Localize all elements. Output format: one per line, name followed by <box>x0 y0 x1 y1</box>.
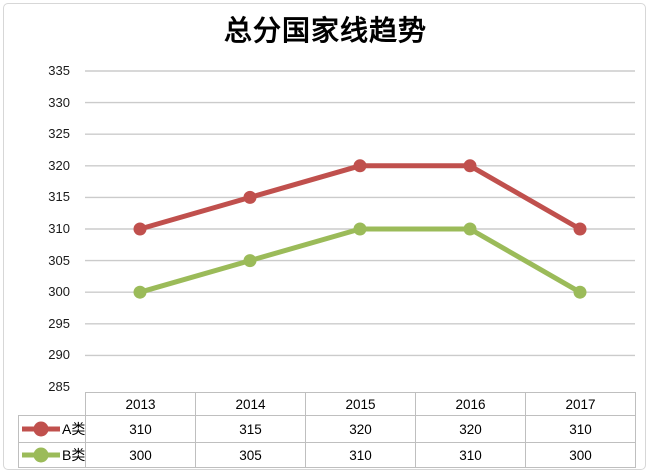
y-axis-label: 310 <box>48 221 70 236</box>
table-value-cell: 315 <box>195 415 306 443</box>
y-axis-label: 320 <box>48 157 70 173</box>
legend-label: B类 <box>62 447 86 463</box>
data-point-marker-B类 <box>573 285 587 299</box>
y-axis-label: 300 <box>48 284 70 300</box>
legend-label: A类 <box>62 421 86 437</box>
chart-title: 总分国家线趋势 <box>223 16 427 47</box>
y-axis-label: 335 <box>48 63 70 78</box>
table-value-cell: 310 <box>305 442 416 468</box>
table-value-cell: 320 <box>305 415 416 443</box>
data-point-marker-B类 <box>353 222 367 236</box>
y-axis-label: 325 <box>48 126 70 142</box>
table-header-cell: 2013 <box>85 392 196 416</box>
legend-cell: A类 <box>18 415 86 443</box>
y-axis-label: 315 <box>48 189 70 205</box>
table-value-cell: 300 <box>85 442 196 468</box>
data-point-marker-B类 <box>463 222 477 236</box>
y-axis-label: 330 <box>48 94 70 110</box>
data-point-marker-A类 <box>573 222 587 236</box>
legend-cell: B类 <box>18 442 86 468</box>
legend-key-icon <box>22 447 60 463</box>
table-value-cell: 310 <box>525 415 636 443</box>
table-value-cell: 305 <box>195 442 306 468</box>
data-point-marker-B类 <box>243 254 257 268</box>
data-point-marker-A类 <box>133 222 147 236</box>
table-header-cell: 2015 <box>305 392 416 416</box>
y-axis-label: 305 <box>48 252 70 268</box>
y-axis-label: 295 <box>48 315 70 331</box>
table-value-cell: 310 <box>415 442 526 468</box>
table-value-cell: 320 <box>415 415 526 443</box>
table-header-cell: 2017 <box>525 392 636 416</box>
table-header-cell: 2014 <box>195 392 306 416</box>
table-value-cell: 300 <box>525 442 636 468</box>
data-point-marker-A类 <box>243 190 257 204</box>
table-value-cell: 310 <box>85 415 196 443</box>
y-axis-label: 285 <box>48 379 70 394</box>
y-axis-label: 290 <box>48 347 70 363</box>
data-point-marker-A类 <box>463 159 477 173</box>
data-point-marker-B类 <box>133 285 147 299</box>
table-header-cell: 2016 <box>415 392 526 416</box>
legend-key-icon <box>22 421 60 437</box>
data-point-marker-A类 <box>353 159 367 173</box>
